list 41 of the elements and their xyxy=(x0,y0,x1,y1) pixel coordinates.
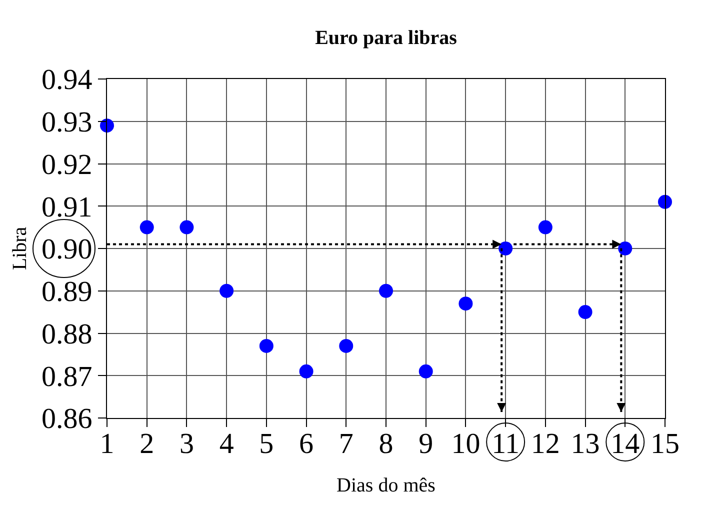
point xyxy=(498,242,513,256)
y-tick-label: 0.87 xyxy=(41,360,92,393)
y-tick-label: 0.93 xyxy=(41,106,92,139)
x-tick-label: 3 xyxy=(179,428,194,460)
point xyxy=(180,220,194,234)
point xyxy=(418,364,433,378)
point xyxy=(458,296,473,311)
x-tick-label: 5 xyxy=(259,428,274,460)
x-tick-label: 6 xyxy=(299,428,314,460)
point xyxy=(538,220,552,234)
point xyxy=(578,305,592,320)
point xyxy=(299,364,314,378)
x-tick-label: 9 xyxy=(418,428,434,460)
x-tick-label: 11 xyxy=(492,428,520,460)
x-tick-label: 10 xyxy=(451,428,480,460)
y-tick-label: 0.92 xyxy=(41,148,92,181)
point xyxy=(379,284,393,298)
y-tick-label: 0.94 xyxy=(41,64,93,96)
point xyxy=(140,220,154,234)
point xyxy=(220,284,234,298)
y-tick-label: 0.91 xyxy=(41,191,92,224)
x-tick-label: 12 xyxy=(530,428,560,460)
x-tick-label: 1 xyxy=(100,428,114,460)
x-tick-label: 8 xyxy=(378,428,394,460)
y-tick-label: 0.89 xyxy=(41,276,92,308)
x-tick-label: 14 xyxy=(610,428,640,460)
y-axis-title: Libra xyxy=(8,226,31,270)
x-axis-title: Dias do mês xyxy=(336,474,436,496)
point xyxy=(618,242,632,256)
y-tick-label: 0.88 xyxy=(41,318,92,350)
x-tick-label: 4 xyxy=(219,428,234,460)
chart-title: Euro para libras xyxy=(315,27,458,49)
point xyxy=(259,338,274,353)
point xyxy=(658,194,672,209)
x-tick-label: 15 xyxy=(650,428,680,460)
point xyxy=(339,338,354,353)
y-tick-label: 0.86 xyxy=(41,403,92,436)
y-tick-label: 0.90 xyxy=(41,234,92,266)
x-tick-label: 7 xyxy=(338,428,354,460)
x-tick-label: 13 xyxy=(570,428,600,460)
x-tick-label: 2 xyxy=(140,428,154,460)
